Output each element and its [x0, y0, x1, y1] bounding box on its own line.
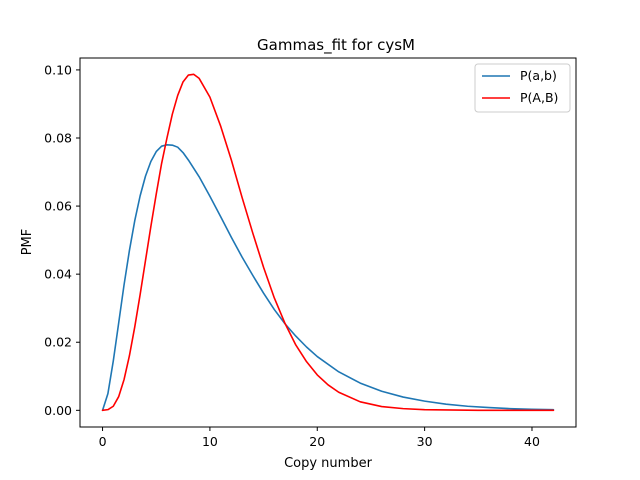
- x-axis-label: Copy number: [284, 456, 373, 471]
- axes-frame: [79, 57, 577, 428]
- legend-label-2: P(A,B): [520, 90, 558, 105]
- y-tick-label: 0.04: [44, 267, 72, 282]
- plot-area: [101, 73, 555, 412]
- y-tick-label: 0.02: [44, 335, 72, 350]
- series-line-1: [101, 144, 555, 412]
- x-tick-label: 20: [309, 434, 325, 449]
- y-axis-label: PMF: [20, 229, 35, 256]
- y-tick-label: 0.00: [44, 403, 72, 418]
- chart-title: Gammas_fit for cysM: [257, 36, 415, 55]
- y-tick-label: 0.06: [44, 199, 72, 214]
- x-axis: 0 10 20 30 40: [99, 427, 540, 449]
- y-tick-label: 0.08: [44, 130, 72, 145]
- y-tick-label: 0.10: [44, 62, 72, 77]
- y-axis: 0.00 0.02 0.04 0.06 0.08 0.10: [44, 62, 80, 418]
- x-tick-label: 0: [99, 434, 107, 449]
- legend: P(a,b) P(A,B): [474, 63, 571, 113]
- x-tick-label: 30: [417, 434, 433, 449]
- series-line-2: [101, 73, 555, 412]
- x-tick-label: 10: [202, 434, 218, 449]
- legend-label-1: P(a,b): [520, 68, 557, 83]
- x-tick-label: 40: [524, 434, 540, 449]
